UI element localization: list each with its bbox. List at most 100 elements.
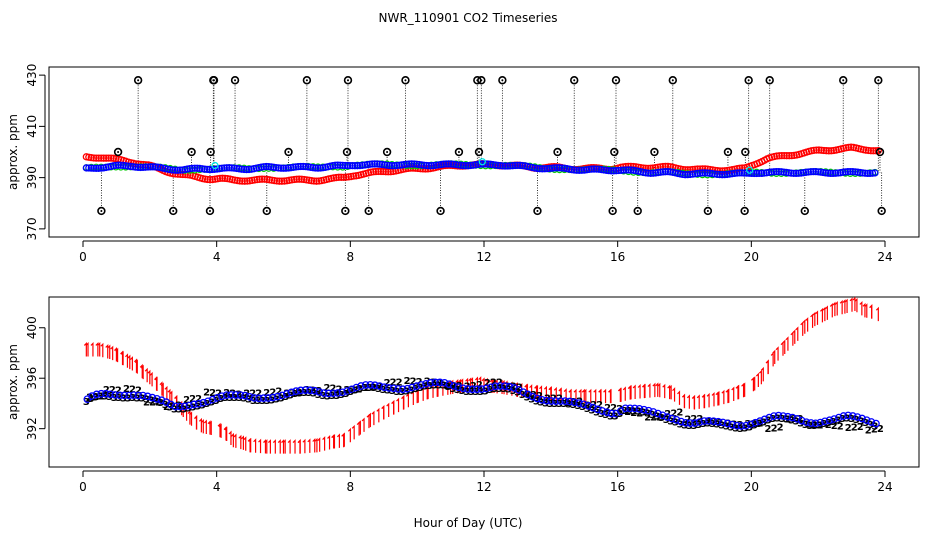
blue-point [144,163,152,171]
blue-point [204,397,212,406]
blue-point [510,384,518,392]
blue-point [139,163,147,172]
red-symbol [277,439,281,454]
blue-point [220,164,229,172]
blue-point [829,169,837,178]
blue-point [681,171,689,179]
blue-point [825,416,834,425]
blue-point [862,416,871,425]
red-point [822,147,830,155]
green-marker: 2 [464,382,471,393]
green-marker: 2 [530,390,537,401]
blue-point [347,385,356,394]
spike-point-center [457,151,460,153]
red-symbol [598,388,602,404]
blue-point [849,168,857,176]
blue-point [556,397,565,405]
spike-point [570,76,579,85]
blue-point [610,167,618,175]
blue-point [464,162,472,170]
green-marker: 2 [404,376,411,387]
spike-point [740,206,749,216]
red-symbol [706,392,710,408]
red-point [817,146,826,154]
red-symbol [805,317,809,332]
spike-point-center [367,209,370,212]
green-marker: 2 [670,408,677,419]
bottom-y-axis-label: approx. ppm [6,344,20,420]
blue-point [173,166,182,174]
red-symbol [267,439,271,454]
spike-point-center [747,79,750,82]
red-symbol [829,302,833,318]
red-point [827,147,835,155]
red-point [241,177,249,185]
red-point [867,147,875,155]
spike-point [608,206,617,216]
red-point [95,154,103,162]
blue-point [487,383,495,392]
blue-point [346,161,354,170]
red-symbol [736,384,740,400]
blue-point [501,382,509,390]
red-symbol [198,417,202,433]
blue-point [705,416,713,425]
blue-point [728,420,737,429]
spike-point [744,76,753,85]
blue-point [115,391,124,400]
green-marker: 2 [845,423,852,434]
red-point [369,168,378,176]
blue-point [570,398,579,407]
blue-point [389,384,398,393]
blue-point [449,382,458,390]
y-tick-label: 430 [25,64,39,87]
red-point [290,175,298,184]
red-point [337,173,345,181]
spike-point-center [671,79,674,82]
green-marker: 2 [576,396,583,407]
blue-point [649,169,657,177]
spike-point-center [287,151,290,153]
blue-point [242,165,251,174]
blue-point [718,171,726,179]
blue-point [745,169,753,177]
blue-point [228,164,236,172]
red-point [349,172,358,180]
blue-point [547,397,556,405]
blue-point [797,416,806,425]
blue-point [872,419,880,428]
blue-point [592,165,601,173]
blue-point [82,164,90,172]
blue-point [143,392,152,401]
green-marker: 2 [570,397,577,408]
green-marker: 2 [831,421,838,432]
red-symbol [167,388,171,404]
blue-point [114,161,123,169]
red-symbol [327,435,331,450]
blue-point [496,382,505,390]
red-point [340,173,348,181]
red-symbol [501,379,505,395]
blue-point [194,399,203,408]
blue-point [830,415,839,423]
red-symbol [701,393,705,409]
spike-point [611,76,621,85]
spike-point [342,147,352,157]
red-symbol [875,306,879,322]
blue-point [570,166,578,174]
red-symbol [351,424,355,440]
spike-point-center [172,209,175,212]
blue-point [180,402,189,411]
blue-point [615,166,623,175]
bottom-y-axis: 392 396 400 [25,316,46,440]
blue-point [871,169,879,177]
blue-point [149,163,157,171]
red-point [298,175,306,183]
blue-point [422,379,430,388]
blue-point [755,169,763,178]
red-point [372,167,380,176]
blue-point [157,396,166,405]
red-symbol [125,353,129,368]
blue-point [375,382,384,390]
